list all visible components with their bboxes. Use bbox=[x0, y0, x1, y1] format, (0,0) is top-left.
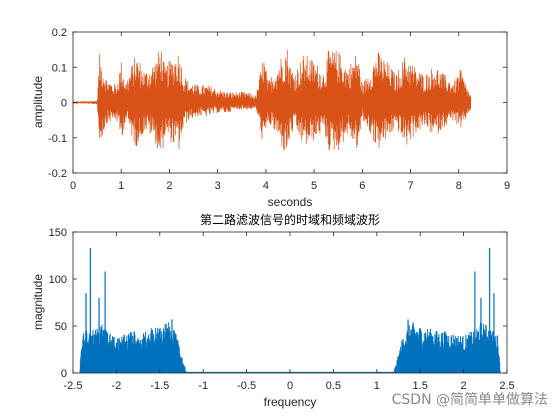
watermark: CSDN @简简单单做算法 bbox=[392, 391, 548, 408]
x-tick-label: 8 bbox=[456, 180, 462, 192]
ticks-top: 0 1 2 3 4 5 6 7 8 9 -0.2 -0.1 0 0.1 0.2 bbox=[48, 27, 510, 192]
y-tick-label: 0.2 bbox=[52, 27, 67, 39]
y-tick-label: 0 bbox=[61, 98, 67, 110]
y-tick-label: 0.1 bbox=[52, 62, 67, 74]
time-domain-axes: 0 1 2 3 4 5 6 7 8 9 -0.2 -0.1 0 0.1 0.2 seconds amplit… bbox=[31, 27, 510, 209]
x-tick-label: -2 bbox=[112, 380, 122, 392]
x-tick-label: 6 bbox=[359, 180, 365, 192]
time-signal bbox=[72, 49, 472, 151]
spectrum bbox=[79, 247, 501, 373]
x-tick-label: 7 bbox=[407, 180, 413, 192]
signal-line bbox=[72, 49, 472, 151]
spectrum-bars bbox=[79, 322, 501, 373]
x-tick-label: -1.5 bbox=[150, 380, 169, 392]
x-tick-label: 2 bbox=[166, 180, 172, 192]
y-tick-label: 0 bbox=[61, 368, 67, 380]
chart-title-bottom: 第二路滤波信号的时域和频域波形 bbox=[200, 212, 380, 227]
x-tick-label: 2.5 bbox=[499, 380, 514, 392]
y-tick-label: 150 bbox=[49, 227, 67, 239]
x-tick-label: 5 bbox=[311, 180, 317, 192]
ticks-bottom: -2.5 -2 -1.5 -1 -0.5 0 0.5 1 1.5 2 2.5 0 50 100 150 bbox=[49, 227, 515, 392]
x-tick-label: -2.5 bbox=[64, 380, 83, 392]
x-tick-label: 0 bbox=[70, 180, 76, 192]
y-tick-label: -0.1 bbox=[48, 133, 67, 145]
x-tick-label: 1 bbox=[374, 380, 380, 392]
y-tick-label: 50 bbox=[55, 321, 67, 333]
x-tick-label: 0.5 bbox=[326, 380, 341, 392]
x-tick-label: 4 bbox=[263, 180, 269, 192]
x-axis-label-top: seconds bbox=[268, 195, 313, 209]
y-axis-label-top: amplitude bbox=[31, 76, 45, 128]
x-tick-label: 9 bbox=[504, 180, 510, 192]
x-tick-label: 1.5 bbox=[413, 380, 428, 392]
x-tick-label: 2 bbox=[461, 380, 467, 392]
x-tick-label: -0.5 bbox=[237, 380, 256, 392]
x-tick-label: 1 bbox=[118, 180, 124, 192]
y-tick-label: -0.2 bbox=[48, 168, 67, 180]
x-tick-label: -1 bbox=[198, 380, 208, 392]
y-axis-label-bottom: magnitude bbox=[31, 274, 45, 330]
x-tick-label: 3 bbox=[215, 180, 221, 192]
x-axis-label-bottom: frequency bbox=[264, 395, 317, 409]
frequency-domain-axes: 第二路滤波信号的时域和频域波形 -2.5 -2 -1.5 -1 -0.5 0 0.5 1 1.5… bbox=[31, 212, 515, 409]
x-tick-label: 0 bbox=[287, 380, 293, 392]
y-tick-label: 100 bbox=[49, 274, 67, 286]
